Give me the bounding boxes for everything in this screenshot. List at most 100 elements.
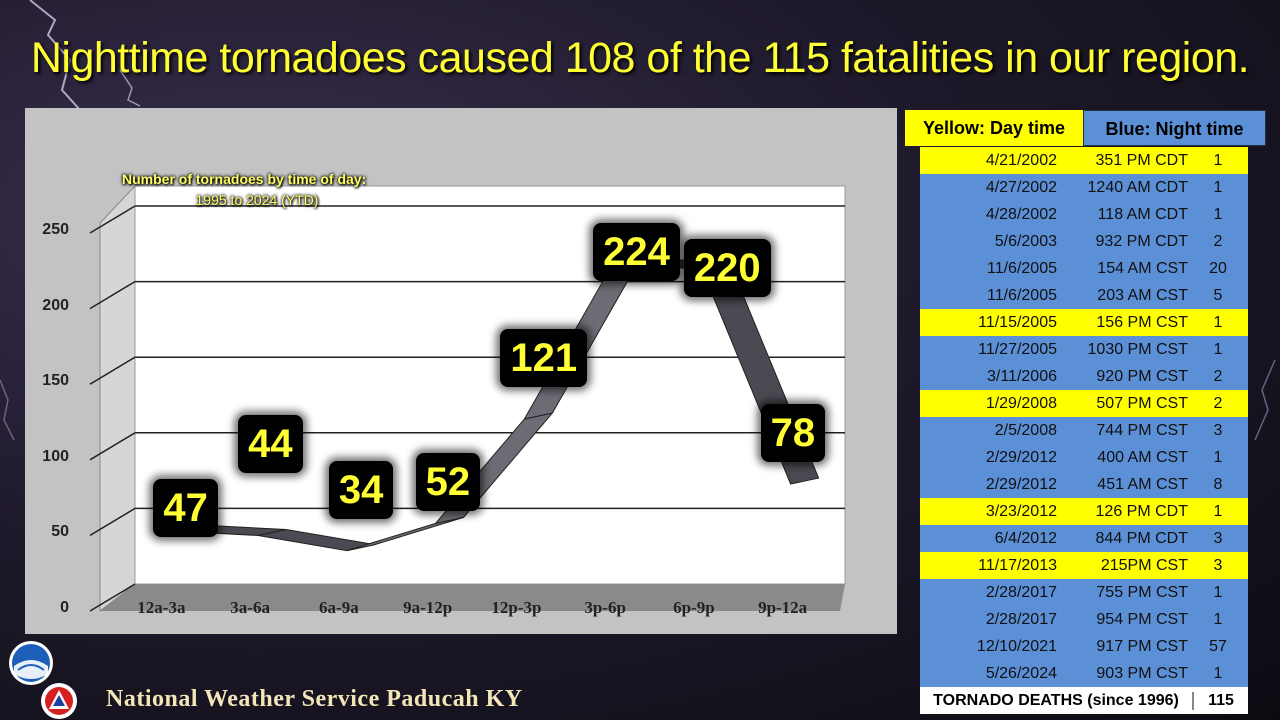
date-cell: 2/29/2012 — [985, 475, 1057, 493]
side-wall — [99, 184, 136, 613]
data-label: 78 — [760, 404, 826, 463]
y-tick-label: 150 — [42, 372, 69, 390]
noaa-logo-icon — [9, 641, 53, 685]
data-label: 220 — [683, 239, 771, 298]
time-cell: 156 PM CST — [1096, 313, 1188, 331]
deaths-cell: 1 — [1213, 151, 1223, 169]
time-cell: 126 PM CDT — [1095, 502, 1188, 520]
deaths-cell: 2 — [1213, 367, 1223, 385]
deaths-cell: 1 — [1213, 178, 1223, 196]
table-row: 11/17/2013 215PM CST 3 — [920, 552, 1248, 579]
table-row: 3/11/2006 920 PM CST 2 — [920, 363, 1248, 390]
floor — [100, 584, 845, 611]
date-cell: 1/29/2008 — [985, 394, 1057, 412]
y-tick-label: 0 — [60, 599, 69, 616]
time-cell: 451 AM CST — [1097, 475, 1188, 493]
time-cell: 920 PM CST — [1096, 367, 1188, 385]
table-row: 2/5/2008 744 PM CST 3 — [920, 417, 1248, 444]
time-cell: 744 PM CST — [1096, 421, 1188, 439]
data-label: 52 — [415, 453, 481, 512]
deaths-cell: 3 — [1213, 556, 1223, 574]
date-cell: 12/10/2021 — [976, 637, 1057, 655]
table-row: 11/15/2005 156 PM CST 1 — [920, 309, 1248, 336]
table-row: 3/23/2012 126 PM CDT 1 — [920, 498, 1248, 525]
gridline-side — [89, 507, 136, 537]
date-cell: 3/11/2006 — [987, 367, 1057, 385]
deaths-cell: 20 — [1209, 259, 1227, 277]
date-cell: 6/4/2012 — [994, 529, 1057, 547]
office-name: National Weather Service Paducah KY — [106, 686, 523, 712]
table-row: 4/28/2002 118 AM CDT 1 — [920, 201, 1248, 228]
table-row: 5/6/2003 932 PM CDT 2 — [920, 228, 1248, 255]
time-cell: 932 PM CDT — [1095, 232, 1188, 250]
table-row: 11/27/2005 1030 PM CST 1 — [920, 336, 1248, 363]
y-tick-label: 50 — [51, 523, 69, 541]
date-cell: 11/15/2005 — [978, 313, 1057, 331]
date-cell: 2/28/2017 — [985, 583, 1057, 601]
deaths-cell: 1 — [1213, 610, 1223, 628]
deaths-cell: 57 — [1209, 637, 1227, 655]
date-cell: 3/23/2012 — [985, 502, 1057, 520]
time-cell: 755 PM CST — [1096, 583, 1188, 601]
date-cell: 4/28/2002 — [985, 205, 1057, 223]
time-cell: 954 PM CST — [1096, 610, 1188, 628]
data-label: 121 — [500, 329, 588, 388]
time-cell: 1030 PM CST — [1087, 340, 1188, 358]
gridline-side — [89, 583, 136, 612]
table-row: 2/28/2017 755 PM CST 1 — [920, 579, 1248, 606]
date-cell: 11/6/2005 — [987, 259, 1057, 277]
date-cell: 4/27/2002 — [985, 178, 1057, 196]
y-tick-label: 100 — [42, 447, 69, 465]
x-tick-label: 12a-3a — [137, 598, 186, 617]
time-cell: 351 PM CDT — [1095, 151, 1188, 169]
table-row: 12/10/2021 917 PM CST 57 — [920, 633, 1248, 660]
y-tick-label: 250 — [42, 221, 69, 238]
table-row: 1/29/2008 507 PM CST 2 — [920, 390, 1248, 417]
deaths-cell: 3 — [1213, 529, 1223, 547]
date-cell: 5/6/2003 — [994, 232, 1057, 250]
chart-subtitle: 1995 to 2024 (YTD) — [195, 192, 319, 208]
data-label: 34 — [328, 460, 394, 519]
time-cell: 215PM CST — [1100, 556, 1188, 574]
total-row: TORNADO DEATHS (since 1996) 115 — [920, 687, 1248, 714]
data-label: 44 — [238, 415, 303, 474]
total-value: 115 — [1208, 691, 1234, 709]
deaths-cell: 3 — [1213, 421, 1223, 439]
slide-title: Nighttime tornadoes caused 108 of the 11… — [30, 34, 1250, 82]
table-row: 2/29/2012 400 AM CST 1 — [920, 444, 1248, 471]
table-row: 11/6/2005 154 AM CST 20 — [920, 255, 1248, 282]
total-label: TORNADO DEATHS (since 1996) — [920, 691, 1194, 710]
table-row: 2/28/2017 954 PM CST 1 — [920, 606, 1248, 633]
time-cell: 844 PM CDT — [1095, 529, 1188, 547]
x-tick-label: 12p-3p — [491, 598, 542, 617]
tornado-deaths-table: 4/21/2002 351 PM CDT 1 4/27/2002 1240 AM CDT… — [920, 147, 1248, 687]
time-cell: 1240 AM CDT — [1087, 178, 1188, 196]
date-cell: 2/28/2017 — [985, 610, 1057, 628]
legend-night: Blue: Night time — [1083, 110, 1266, 146]
deaths-cell: 1 — [1213, 313, 1223, 331]
date-cell: 5/26/2024 — [985, 664, 1057, 682]
deaths-cell: 8 — [1213, 475, 1223, 493]
table-row: 6/4/2012 844 PM CDT 3 — [920, 525, 1248, 552]
x-tick-label: 9a-12p — [403, 598, 453, 617]
deaths-cell: 1 — [1213, 664, 1223, 682]
time-cell: 118 AM CDT — [1097, 205, 1188, 223]
deaths-cell: 1 — [1213, 583, 1223, 601]
deaths-cell: 1 — [1213, 205, 1223, 223]
table-row: 2/29/2012 451 AM CST 8 — [920, 471, 1248, 498]
x-tick-label: 3a-6a — [230, 598, 270, 617]
table-row: 11/6/2005 203 AM CST 5 — [920, 282, 1248, 309]
table-row: 4/21/2002 351 PM CDT 1 — [920, 147, 1248, 174]
x-tick-label: 3p-6p — [584, 598, 626, 617]
x-tick-label: 6p-9p — [673, 598, 715, 617]
data-label: 224 — [593, 223, 680, 282]
chart-title: Number of tornadoes by time of day: — [122, 171, 367, 187]
gridline-side — [89, 356, 136, 385]
date-cell: 2/29/2012 — [985, 448, 1057, 466]
chart-panel: Number of tornadoes by time of day: 1995… — [25, 108, 897, 634]
time-cell: 203 AM CST — [1097, 286, 1188, 304]
data-label: 47 — [153, 478, 218, 537]
gridline-side — [89, 280, 136, 310]
gridline-side — [89, 205, 136, 234]
deaths-cell: 2 — [1213, 232, 1223, 250]
